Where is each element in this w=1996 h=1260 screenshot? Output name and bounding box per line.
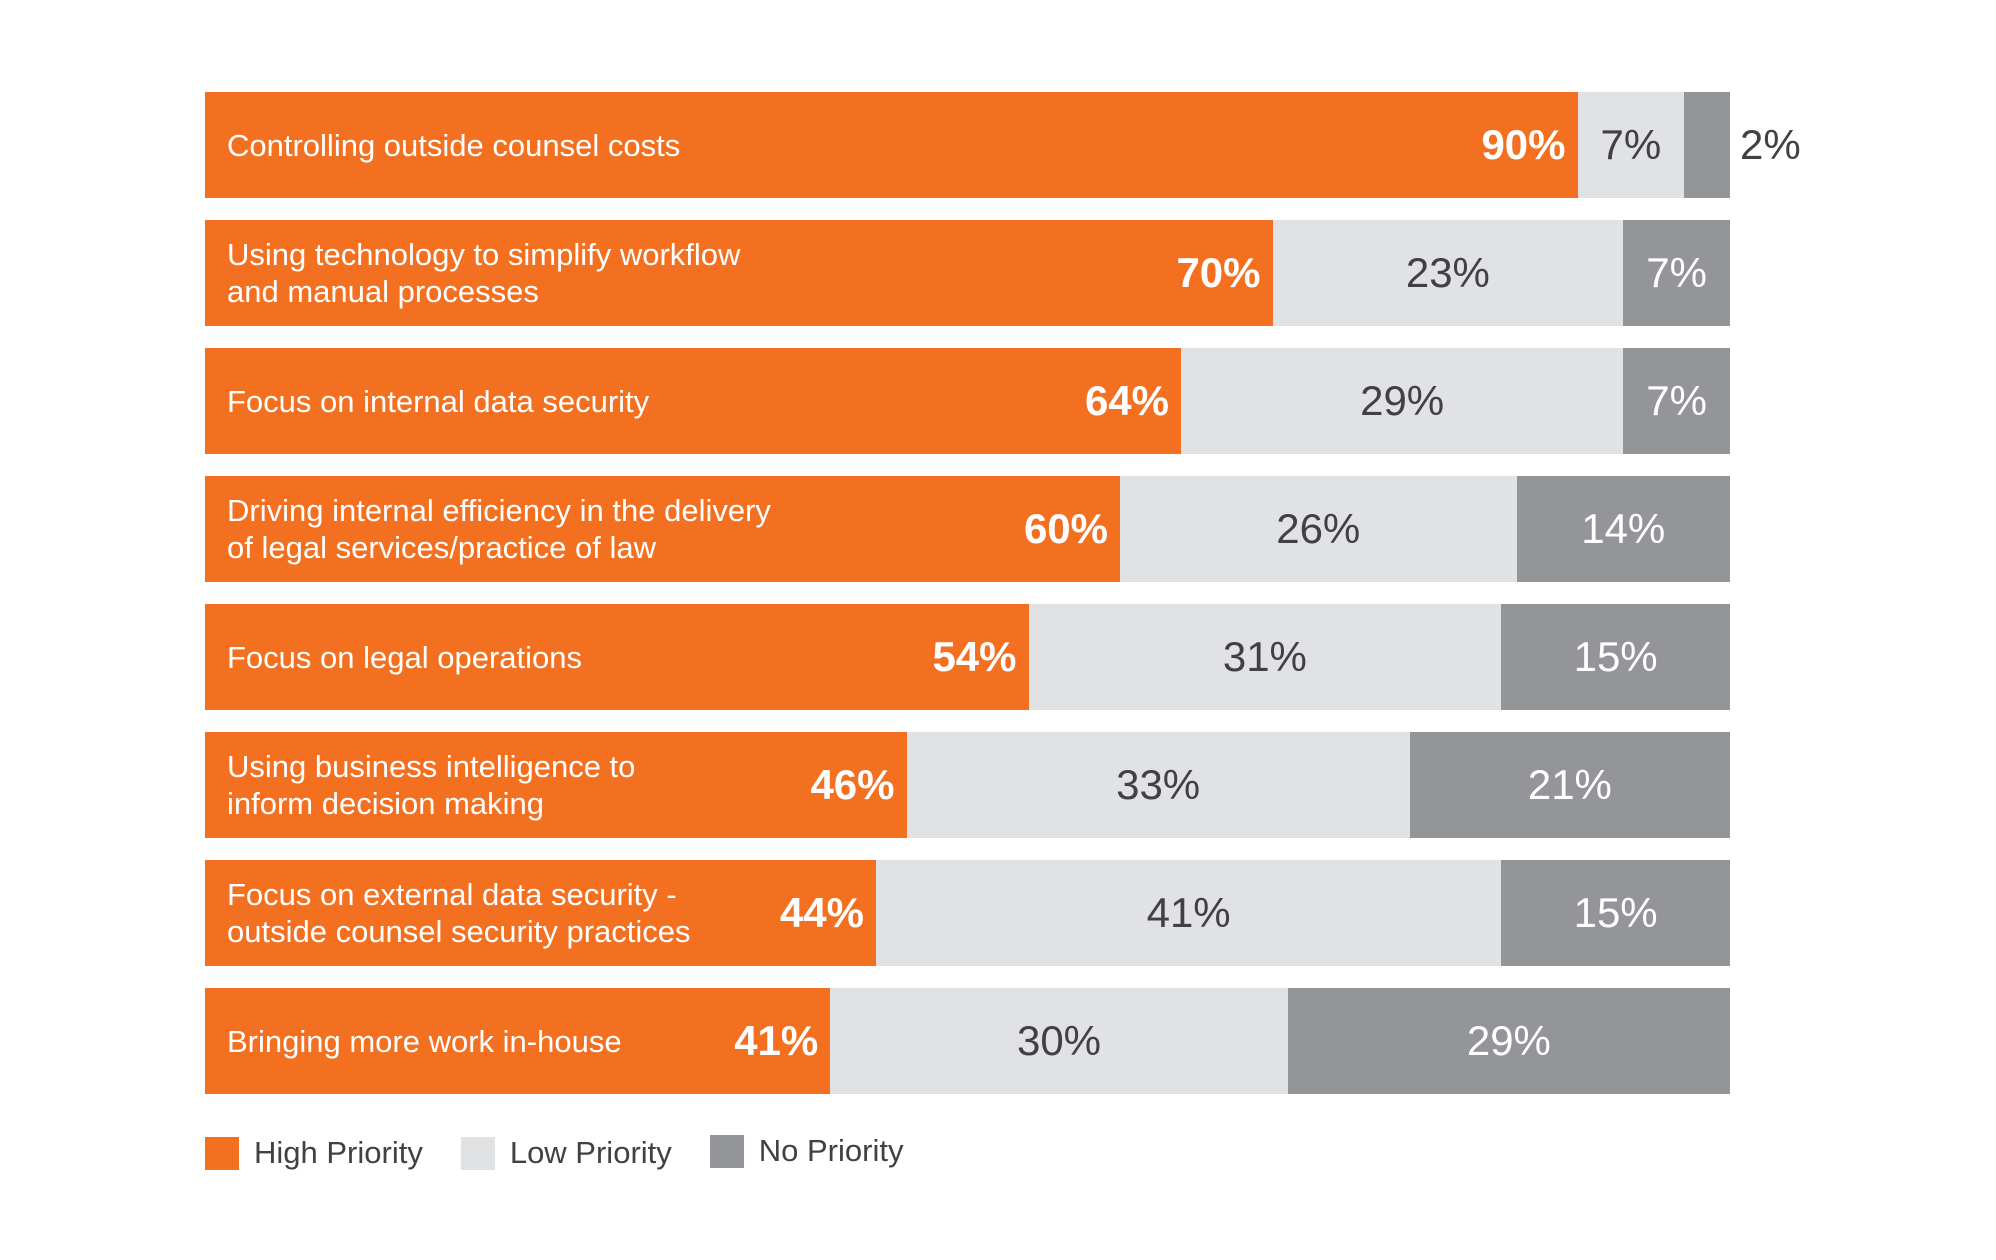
bar-high-priority [205,604,1029,710]
bar-none-priority [1516,476,1730,582]
bar-low-priority [1028,604,1502,710]
bar-low-priority [876,860,1502,966]
bar-none-priority [1623,220,1730,326]
bar-high-priority [205,988,831,1094]
bar-low-priority [1120,476,1517,582]
value-label-high: 64% [1084,377,1169,424]
bar-row: 41% 30% 29% Bringing more work in-house [205,988,1730,1094]
bar-high-priority [205,476,1120,582]
bar-row: 46% 33% 21% Using business intelligence to … [205,732,1730,838]
category-label: Driving internal efficiency in the deliv… [227,493,771,565]
bar-high-priority [205,732,907,838]
legend-label: Low Priority [509,1135,672,1170]
value-label-none: 15% [1573,633,1658,680]
value-label-none: 7% [1646,377,1707,424]
legend-item-low: Low Priority [460,1135,672,1171]
value-label-none: 7% [1646,249,1707,296]
value-label-low: 41% [1146,889,1231,936]
legend-swatch-none [709,1134,744,1168]
value-label-high: 41% [734,1017,819,1064]
bar-low-priority [1181,348,1624,454]
value-label-none: 14% [1581,505,1666,552]
value-label-low: 29% [1360,377,1445,424]
category-label: Controlling outside counsel costs [227,127,681,163]
legend-label: No Priority [758,1133,904,1168]
value-label-high: 44% [779,889,864,936]
legend-label: High Priority [254,1135,423,1170]
category-label: Bringing more work in-house [227,1023,622,1059]
bar-low-priority [830,988,1288,1094]
legend-swatch-low [460,1136,495,1170]
bar-none-priority [1623,348,1730,454]
bar-low-priority [906,732,1410,838]
bar-high-priority [205,860,876,966]
bar-row: 54% 31% 15% Focus on legal operations [205,604,1730,710]
value-label-high: 54% [932,633,1017,680]
bar-none-priority [1287,988,1730,1094]
value-label-none: 29% [1466,1017,1551,1064]
category-label: Using business intelligence to inform de… [227,749,636,821]
legend-swatch-high [205,1136,239,1170]
bar-none-priority [1501,860,1730,966]
bar-none-priority [1501,604,1730,710]
category-label: Using technology to simplify workflow an… [227,237,741,309]
value-label-none: 21% [1527,761,1612,808]
category-label: Focus on internal data security [227,383,650,419]
value-label-high: 90% [1481,121,1566,168]
bar-none-priority [1409,732,1730,838]
bar-low-priority [1272,220,1624,326]
legend-item-none: No Priority [709,1133,904,1169]
value-label-low: 23% [1405,249,1490,296]
value-label-low: 26% [1276,505,1361,552]
bar-high-priority [205,220,1273,326]
category-label: Focus on legal operations [227,639,583,675]
value-label-none: 15% [1573,889,1658,936]
bar-high-priority [205,92,1578,198]
legend-item-high: High Priority [205,1135,423,1171]
bar-row: 70% 23% 7% Using technology to simplify wor… [205,220,1730,326]
bar-row: 60% 26% 14% Driving internal efficiency in … [205,476,1730,582]
category-label: Focus on external data security - outsid… [227,877,691,949]
value-label-none: 2% [1740,121,1801,168]
bar-row: 64% 29% 7% Focus on internal data security [205,348,1730,454]
value-label-high: 70% [1176,249,1261,296]
value-label-high: 60% [1023,505,1108,552]
legend: High Priority Low Priority No Priority [205,1133,941,1171]
value-label-high: 46% [810,761,895,808]
bar-low-priority [1577,92,1685,198]
value-label-low: 31% [1222,633,1307,680]
bar-none-priority [1684,92,1730,198]
value-label-low: 7% [1600,121,1662,168]
value-label-low: 30% [1016,1017,1102,1064]
bar-high-priority [205,348,1181,454]
bar-row: 44% 41% 15% Focus on external data security… [205,860,1730,966]
value-label-low: 33% [1116,761,1201,808]
bar-row: 90% 7% 2% Controlling outside counsel costs [205,92,1801,198]
